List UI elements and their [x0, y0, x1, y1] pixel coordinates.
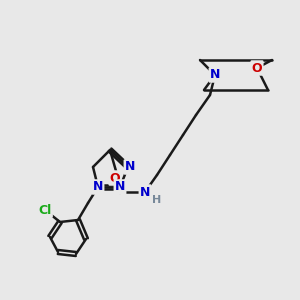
Text: N: N — [210, 68, 220, 82]
Text: H: H — [152, 195, 162, 205]
Text: O: O — [252, 61, 262, 74]
Text: N: N — [140, 185, 150, 199]
Text: N: N — [93, 181, 103, 194]
Text: O: O — [110, 172, 120, 184]
Text: N: N — [125, 160, 135, 173]
Text: Cl: Cl — [38, 203, 52, 217]
Text: N: N — [115, 181, 125, 194]
